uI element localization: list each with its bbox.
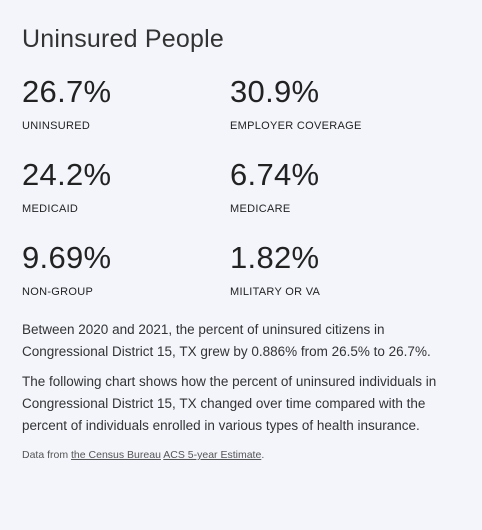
source-prefix: Data from (22, 449, 72, 461)
census-bureau-link[interactable]: the Census Bureau (71, 449, 161, 461)
acs-estimate-link[interactable]: ACS 5-year Estimate (163, 449, 262, 461)
source-suffix: . (261, 449, 265, 461)
stat-medicare: 6.74% MEDICARE (230, 157, 460, 216)
stat-label: EMPLOYER COVERAGE (230, 120, 362, 132)
summary-paragraph: Between 2020 and 2021, the percent of un… (22, 322, 431, 359)
stats-grid: 26.7% UNINSURED 30.9% EMPLOYER COVERAGE … (22, 74, 460, 299)
stat-uninsured: 26.7% UNINSURED (22, 74, 230, 133)
stat-label: NON-GROUP (22, 286, 94, 298)
stat-value: 30.9% (230, 74, 320, 109)
stat-value: 24.2% (22, 157, 112, 192)
stat-label: MILITARY OR VA (230, 286, 321, 298)
stat-label: MEDICAID (22, 203, 79, 215)
stat-medicaid: 24.2% MEDICAID (22, 157, 230, 216)
stat-label: UNINSURED (22, 120, 91, 132)
stat-label: MEDICARE (230, 203, 291, 215)
stat-value: 26.7% (22, 74, 112, 109)
stat-non-group: 9.69% NON-GROUP (22, 240, 230, 299)
stat-value: 6.74% (230, 157, 320, 192)
stat-military-or-va: 1.82% MILITARY OR VA (230, 240, 460, 299)
data-source-note: Data from the Census Bureau ACS 5-year E… (22, 448, 460, 462)
chart-description-paragraph: The following chart shows how the percen… (22, 374, 437, 433)
stat-value: 9.69% (22, 240, 112, 275)
section-title: Uninsured People (22, 25, 224, 53)
stat-value: 1.82% (230, 240, 320, 275)
stat-employer-coverage: 30.9% EMPLOYER COVERAGE (230, 74, 460, 133)
